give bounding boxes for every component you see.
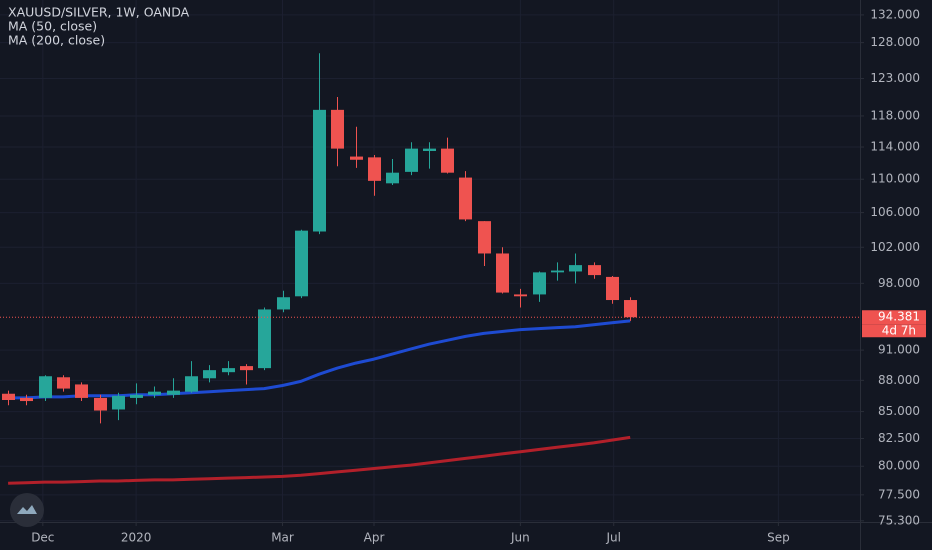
y-tick-label: 77.500 <box>878 487 920 501</box>
y-tick-label: 98.000 <box>878 276 920 290</box>
legend-entry: MA (50, close) <box>8 19 97 34</box>
candle-body <box>222 368 235 373</box>
candle-body <box>441 148 454 173</box>
candle-body <box>569 265 582 272</box>
chart-title: XAUUSD/SILVER, 1W, OANDA <box>8 5 190 20</box>
candle-body <box>551 270 564 273</box>
candle-body <box>478 221 491 254</box>
logo[interactable] <box>10 493 44 527</box>
candle-body <box>496 253 509 293</box>
y-tick-label: 106.000 <box>870 205 920 219</box>
candle-body <box>148 391 161 395</box>
candle-body <box>167 390 180 395</box>
x-tick-label: 2020 <box>121 531 152 545</box>
legend: MA (50, close)MA (200, close) <box>8 19 105 48</box>
moving-average-line <box>8 435 631 485</box>
candle-body <box>57 377 70 389</box>
plot-area <box>0 53 860 485</box>
current-price-box <box>862 310 926 325</box>
logo-circle[interactable] <box>10 493 44 527</box>
candle-body <box>423 148 436 151</box>
candle-body <box>405 148 418 172</box>
y-tick-label: 110.000 <box>870 172 920 186</box>
candle-body <box>39 376 52 398</box>
candle-body <box>185 376 198 392</box>
candle-body <box>130 394 143 398</box>
candle-body <box>258 309 271 369</box>
y-tick-label: 88.000 <box>878 373 920 387</box>
candle-body <box>386 172 399 184</box>
candle-body <box>514 294 527 297</box>
candle-body <box>94 397 107 411</box>
candle-body <box>203 370 216 379</box>
legend-entry: MA (200, close) <box>8 33 105 48</box>
candle-body <box>277 297 290 310</box>
y-tick-label: 128.000 <box>870 35 920 49</box>
logo-mark[interactable] <box>17 505 37 514</box>
y-tick-label: 75.300 <box>878 513 920 527</box>
x-tick-label: Dec <box>31 531 54 545</box>
candle-body <box>75 384 88 398</box>
candle-body <box>331 109 344 149</box>
countdown-box <box>862 324 926 338</box>
candle-body <box>459 177 472 220</box>
y-tick-label: 91.000 <box>878 343 920 357</box>
candle-body <box>295 230 308 297</box>
candle-body <box>606 276 619 301</box>
x-tick-label: Jun <box>510 531 530 545</box>
candle-body <box>240 366 253 371</box>
candle-body <box>588 265 601 276</box>
y-tick-label: 123.000 <box>870 71 920 85</box>
candle-body <box>313 109 326 232</box>
candle-body <box>2 393 15 401</box>
countdown-label: 4d 7h <box>882 324 916 338</box>
candle-body <box>624 300 637 318</box>
candle-body <box>112 395 125 410</box>
y-tick-label: 114.000 <box>870 140 920 154</box>
x-tick-label: Jul <box>605 531 620 545</box>
moving-average-line <box>8 319 631 400</box>
grid <box>0 0 860 522</box>
y-tick-label: 80.000 <box>878 459 920 473</box>
y-tick-label: 85.000 <box>878 404 920 418</box>
y-tick-label: 132.000 <box>870 7 920 21</box>
y-tick-label: 118.000 <box>870 108 920 122</box>
candle-body <box>20 397 33 402</box>
y-tick-label: 82.500 <box>878 431 920 445</box>
axes: 132.000 128.000 123.000 118.000 114.000 110.0… <box>31 7 926 545</box>
candle-body <box>368 157 381 181</box>
x-tick-label: Sep <box>767 531 790 545</box>
x-tick-label: Mar <box>271 531 294 545</box>
y-tick-label: 102.000 <box>870 240 920 254</box>
candle-body <box>533 272 546 295</box>
current-price-label: 94.381 <box>878 310 920 324</box>
candle-body <box>350 156 363 160</box>
x-tick-label: Apr <box>364 531 385 545</box>
